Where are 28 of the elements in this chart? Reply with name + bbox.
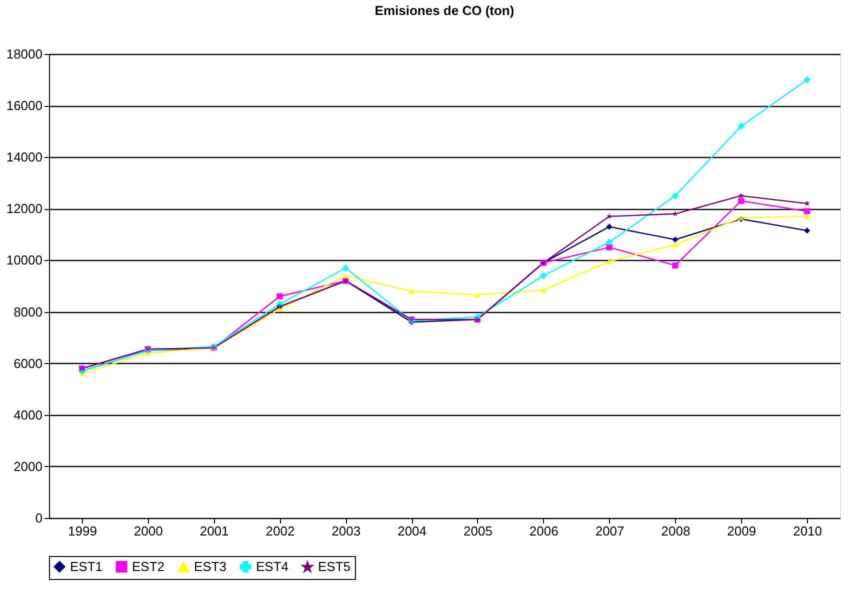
x-tick-label: 2010 [793, 524, 822, 538]
y-tick-label: 18000 [6, 46, 42, 62]
legend-label: EST5 [318, 559, 351, 574]
x-tick-label: 2005 [463, 524, 492, 538]
x-tick-label: 2003 [332, 524, 361, 538]
x-tick-label: 2000 [134, 524, 163, 538]
legend-label: EST3 [194, 559, 227, 574]
legend-label: EST4 [256, 558, 289, 574]
x-tick-label: 2006 [529, 524, 558, 538]
legend-label: EST1 [70, 558, 103, 574]
x-tick-label: 2007 [595, 524, 624, 538]
x-tick-label: 2008 [661, 524, 690, 538]
y-tick-label: 2000 [14, 458, 42, 474]
y-tick-label: 14000 [6, 150, 42, 165]
y-tick-label: 10000 [6, 252, 42, 268]
x-tick-label: 2001 [200, 524, 229, 538]
y-tick-label: 16000 [6, 98, 42, 114]
chart-title: Emisiones de CO (ton) [374, 3, 514, 18]
y-tick-label: 4000 [14, 407, 42, 422]
y-tick-label: 0 [35, 510, 42, 526]
x-tick-label: 2002 [266, 524, 295, 538]
y-tick-label: 6000 [14, 356, 42, 371]
legend-label: EST2 [132, 558, 165, 574]
x-tick-label: 2009 [727, 524, 756, 538]
y-tick-label: 12000 [6, 201, 42, 216]
x-tick-label: 1999 [68, 524, 97, 538]
y-tick-label: 8000 [14, 304, 42, 320]
x-tick-label: 2004 [398, 524, 427, 538]
